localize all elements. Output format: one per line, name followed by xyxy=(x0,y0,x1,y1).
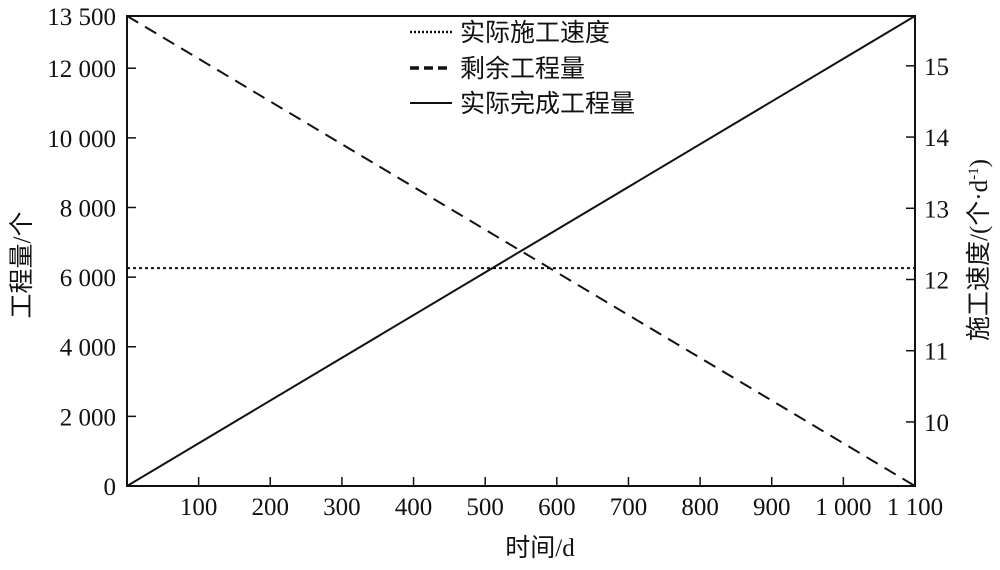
legend-label-remaining: 剩余工程量 xyxy=(460,55,585,83)
y-left-tick-label: 2 000 xyxy=(60,404,116,431)
series-layer xyxy=(126,15,916,487)
y-right-tick-label: 14 xyxy=(924,125,950,152)
y-left-tick-label: 6 000 xyxy=(60,265,116,292)
y-left-tick-label: 4 000 xyxy=(60,335,116,362)
x-tick-label: 100 xyxy=(180,494,218,521)
legend-label-completed: 实际完成工程量 xyxy=(460,90,635,118)
x-tick-label: 700 xyxy=(610,494,648,521)
x-tick-label: 500 xyxy=(466,494,504,521)
y-right-tick-label: 11 xyxy=(924,339,948,366)
x-tick-label: 400 xyxy=(395,494,433,521)
x-axis-label: 时间/d xyxy=(505,534,575,562)
x-tick-label: 900 xyxy=(753,494,791,521)
x-tick-label: 800 xyxy=(681,494,719,521)
ticks-layer xyxy=(127,15,916,487)
y-left-tick-label: 13 500 xyxy=(47,4,116,31)
y-right-tick-label: 10 xyxy=(924,410,949,437)
y-right-tick-label: 13 xyxy=(924,196,949,223)
y-left-tick-label: 0 xyxy=(104,474,117,501)
plot-frame xyxy=(126,15,916,487)
right-axis-label: 施工速度/(个·d-1) xyxy=(965,159,993,341)
legend: 实际施工速度 剩余工程量 实际完成工程量 xyxy=(410,19,635,118)
series-line-remaining-work xyxy=(126,15,916,487)
tick-labels-layer: 100 200 300 400 500 600 700 800 900 1 000 1 10002 … xyxy=(47,4,949,521)
legend-label-speed: 实际施工速度 xyxy=(460,19,610,47)
y-left-tick-label: 8 000 xyxy=(60,195,116,222)
right-axis-label-close: ) xyxy=(966,159,993,167)
y-left-tick-label: 12 000 xyxy=(47,56,116,83)
x-tick-label: 300 xyxy=(323,494,361,521)
y-right-tick-label: 15 xyxy=(924,54,949,81)
x-tick-label: 1 000 xyxy=(815,494,871,521)
x-tick-label: 200 xyxy=(252,494,290,521)
right-axis-label-superscript: -1 xyxy=(966,167,982,180)
y-right-tick-label: 12 xyxy=(924,267,949,294)
series-line-completed-work xyxy=(126,15,916,487)
y-left-tick-label: 10 000 xyxy=(47,126,116,153)
x-tick-label: 1 100 xyxy=(887,494,943,521)
right-axis-label-main: 施工速度/(个·d xyxy=(965,179,993,341)
left-axis-label: 工程量/个 xyxy=(8,212,36,319)
x-tick-label: 600 xyxy=(538,494,576,521)
